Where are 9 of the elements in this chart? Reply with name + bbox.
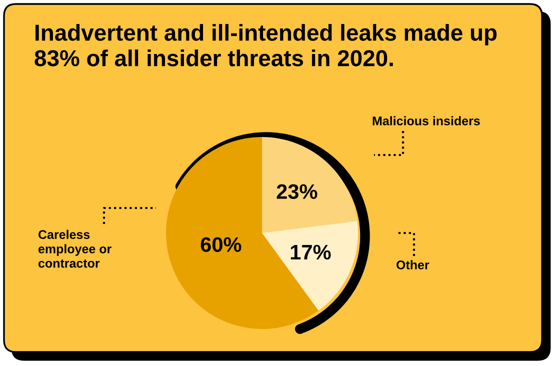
slice-label: Malicious insiders: [372, 116, 480, 126]
slice-label: Other: [396, 260, 430, 270]
slice-label: Careless employee or contractor: [38, 230, 112, 268]
chart-title: Inadvertent and ill-intended leaks made up 83% of all insider threats in 2020.: [34, 24, 497, 66]
pie-slice: [262, 137, 358, 233]
data-label: 60%: [200, 237, 242, 252]
pie-slice: [262, 220, 358, 311]
data-label: 23%: [276, 184, 318, 200]
data-label: 17%: [290, 244, 331, 260]
